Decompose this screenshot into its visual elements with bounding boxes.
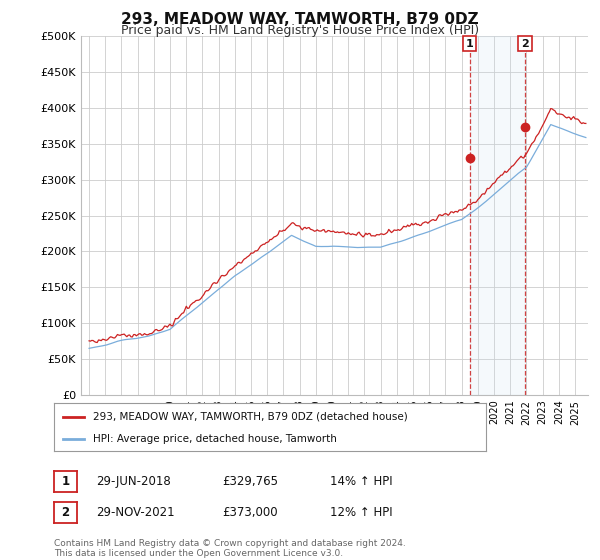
Text: 29-JUN-2018: 29-JUN-2018 <box>96 475 171 488</box>
Text: 1: 1 <box>61 475 70 488</box>
Text: £373,000: £373,000 <box>222 506 278 519</box>
Text: £329,765: £329,765 <box>222 475 278 488</box>
Text: 1: 1 <box>466 39 473 49</box>
Bar <box>470 36 525 395</box>
Text: Contains HM Land Registry data © Crown copyright and database right 2024.
This d: Contains HM Land Registry data © Crown c… <box>54 539 406 558</box>
Text: 2: 2 <box>61 506 70 519</box>
Text: 14% ↑ HPI: 14% ↑ HPI <box>330 475 392 488</box>
Text: HPI: Average price, detached house, Tamworth: HPI: Average price, detached house, Tamw… <box>93 434 337 444</box>
Text: 293, MEADOW WAY, TAMWORTH, B79 0DZ (detached house): 293, MEADOW WAY, TAMWORTH, B79 0DZ (deta… <box>93 412 407 422</box>
Text: 2: 2 <box>521 39 529 49</box>
Text: Price paid vs. HM Land Registry's House Price Index (HPI): Price paid vs. HM Land Registry's House … <box>121 24 479 36</box>
Text: 29-NOV-2021: 29-NOV-2021 <box>96 506 175 519</box>
Text: 293, MEADOW WAY, TAMWORTH, B79 0DZ: 293, MEADOW WAY, TAMWORTH, B79 0DZ <box>121 12 479 27</box>
Text: 12% ↑ HPI: 12% ↑ HPI <box>330 506 392 519</box>
